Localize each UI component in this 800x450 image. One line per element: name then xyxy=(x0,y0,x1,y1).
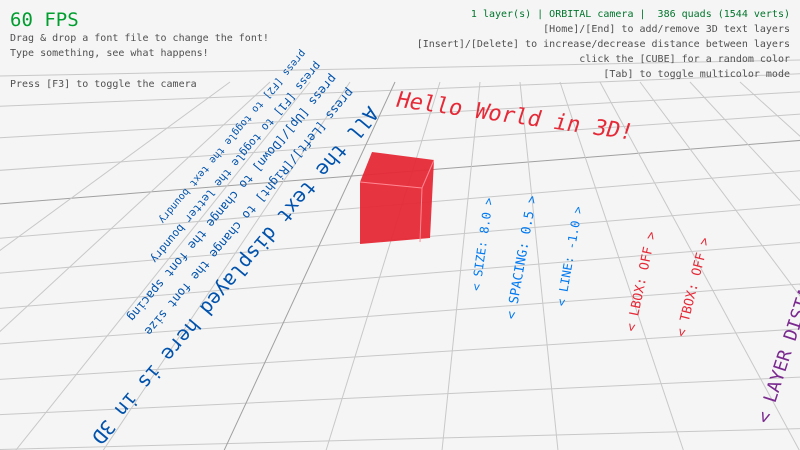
help-text-distance: [Insert]/[Delete] to increase/decrease d… xyxy=(416,39,790,50)
grid-line xyxy=(223,81,396,450)
help-text-layers: [Home]/[End] to add/remove 3D text layer… xyxy=(543,24,790,35)
help-text-camera: Press [F3] to toggle the camera xyxy=(10,79,197,90)
status-line: 1 layer(s) | ORBITAL camera | 386 quads … xyxy=(470,9,790,20)
cube[interactable] xyxy=(360,152,434,244)
grid-line xyxy=(0,283,800,345)
grid-line xyxy=(0,242,800,309)
grid-line xyxy=(689,81,800,202)
help-text-cube: click the [CUBE] for a random color xyxy=(579,54,790,65)
grid-line xyxy=(0,59,800,77)
fps-counter: 60 FPS xyxy=(10,9,79,31)
grid-line xyxy=(639,81,800,297)
help-text-drag-drop: Drag & drop a font file to change the fo… xyxy=(10,33,269,44)
grid-line xyxy=(15,81,311,450)
grid-line xyxy=(0,113,800,171)
grid-line xyxy=(0,376,800,416)
grid-line xyxy=(559,81,684,450)
help-text-multicolor: [Tab] to toggle multicolor mode xyxy=(603,69,790,80)
grid-line xyxy=(0,81,271,333)
grid-line xyxy=(599,81,800,450)
grid-line xyxy=(325,81,441,450)
grid-line xyxy=(0,328,800,380)
help-text-type: Type something, see what happens! xyxy=(10,48,209,59)
grid-line xyxy=(0,81,231,251)
cube-edge xyxy=(419,187,423,243)
grid-line xyxy=(0,428,800,450)
cube-face[interactable] xyxy=(360,152,434,244)
grid-line xyxy=(0,73,800,107)
grid-line xyxy=(519,81,559,450)
grid-line xyxy=(441,81,481,450)
grid-line xyxy=(102,81,351,450)
